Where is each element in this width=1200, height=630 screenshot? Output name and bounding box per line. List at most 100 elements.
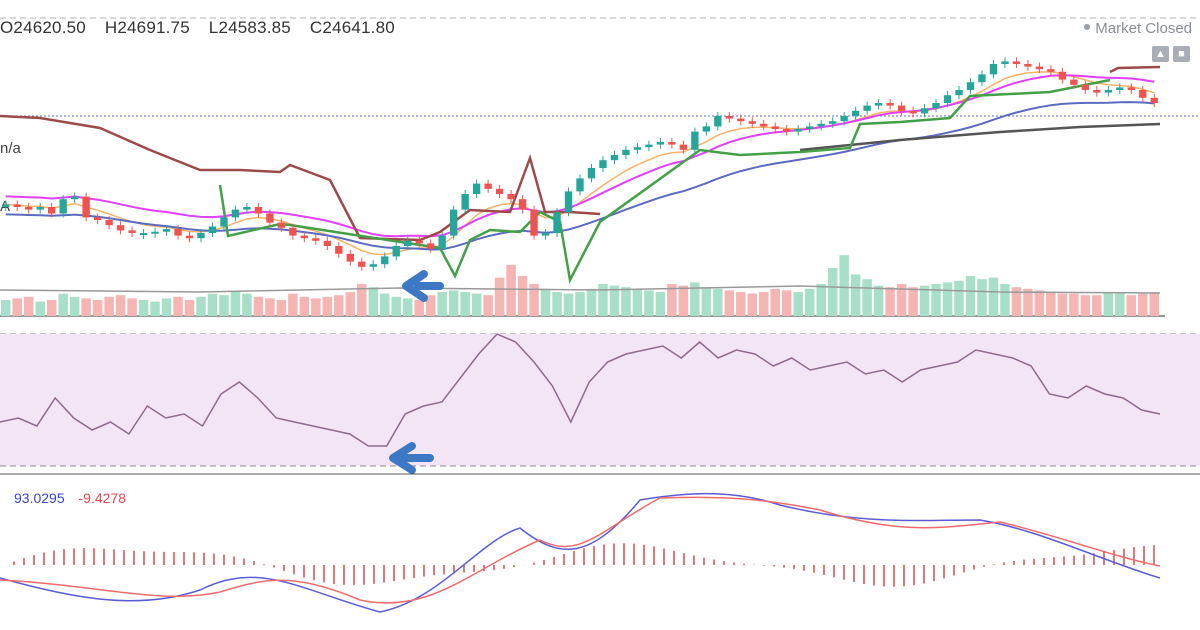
ohlc-readout: O24620.50 H24691.75 L24583.85 C24641.80 [0,18,409,38]
candle [943,95,952,103]
volume-bar [127,298,137,316]
candle [484,183,492,189]
volume-bar [138,300,149,316]
candle [633,147,642,150]
volume-ma-line [0,285,1161,294]
volume-bar [655,292,666,316]
volume-bar [1023,288,1033,316]
volume-bar [299,296,310,316]
candle [1139,90,1147,98]
candle [507,194,515,200]
low-value: L24583.85 [208,18,291,37]
volume-bar [586,288,597,316]
volume-bar [150,301,160,316]
candle [587,168,596,179]
volume-bar [92,300,103,316]
candle [1024,64,1032,67]
candle [116,225,125,231]
volume-bar [1034,290,1045,316]
volume-bar [724,290,735,316]
candle [289,227,297,236]
volume-bar [827,268,838,316]
candle [346,253,354,262]
candle [828,121,837,124]
volume-bar [12,298,22,316]
candle [806,126,814,129]
close-value: C24641.80 [309,18,395,37]
candle [691,131,699,150]
volume-bar [896,284,907,316]
volume-bar [988,277,999,316]
candle [909,110,917,114]
candle [174,229,182,236]
volume-bar [460,292,470,316]
candle [518,199,527,210]
status-dot-icon [1084,24,1091,30]
volume-bar [1092,295,1102,316]
volume-bar [506,264,516,316]
volume-bar [908,287,918,316]
volume-bar [1080,295,1091,316]
volume-bar [196,296,206,316]
candle [185,235,194,239]
volume-bar [885,287,895,316]
macd-value: 93.0295 [14,490,65,506]
candle [358,261,366,267]
volume-bar [380,293,390,316]
volume-bar [540,288,551,316]
volume-bar [632,288,643,316]
volume-bar [1057,293,1068,316]
candle [668,142,676,145]
candle [197,233,205,239]
candle [231,209,240,218]
volume-bar [839,255,849,316]
volume-bar [265,298,275,316]
volume-bar [184,300,195,316]
candle [863,105,871,111]
candle [1150,97,1158,103]
volume-bar [230,292,241,316]
candle [530,209,538,236]
volume-bar [402,298,413,316]
candle [1116,87,1124,90]
candle [335,246,343,254]
volume-bar [517,276,528,316]
candle [564,191,573,213]
candle [1012,61,1021,64]
macd-line [0,492,1161,613]
candle [966,82,975,90]
candle [851,110,860,116]
candle [760,123,768,127]
bar-icon[interactable]: ■ [1173,46,1190,62]
candle [243,207,251,210]
volume-bar [793,292,803,316]
volume-bar [873,285,884,316]
candle [220,217,228,227]
open-value: O24620.50 [0,18,86,37]
volume-bar [35,301,45,316]
candle [874,103,883,106]
volume-bar [965,276,976,316]
candle [70,196,79,200]
volume-bar [437,292,447,316]
sma-long-line [799,122,1161,152]
candle [59,199,67,214]
arrow-icon-2 [389,442,434,474]
volume-bar [690,282,700,316]
volume-bar [46,300,57,316]
volume-bar [529,284,539,316]
volume-bar [115,295,126,316]
volume-bar [494,277,505,316]
volume-bar [713,288,723,316]
volume-bar [391,296,401,316]
candle [36,207,44,210]
candle [989,64,998,75]
volume-bar [850,274,861,316]
volume-bar [69,296,80,316]
status-icons: ▲ ■ [1148,44,1190,62]
volume-bar [770,288,780,316]
lock-icon[interactable]: ▲ [1152,46,1169,62]
candle [679,144,688,150]
volume-bar [1011,287,1022,316]
